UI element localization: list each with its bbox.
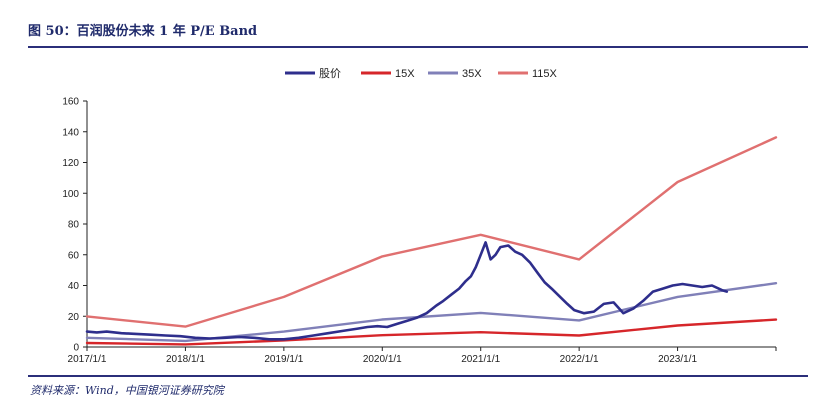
y-tick-label: 120 (62, 158, 79, 169)
x-axis: 2017/1/1 2018/1/1 2019/1/1 2020/1/1 2021/1/1… (68, 346, 777, 365)
x-tick-label: 2023/1/1 (658, 354, 697, 365)
series-line-股价 (85, 241, 729, 341)
legend-label: 15X (395, 68, 415, 80)
y-tick-label: 20 (68, 312, 80, 323)
y-tick-label: 60 (68, 250, 80, 261)
source-note: 资料来源：Wind，中国银河证券研究院 (30, 384, 224, 397)
series-group (85, 136, 778, 346)
legend-label: 35X (462, 68, 482, 80)
x-tick-label: 2020/1/1 (363, 354, 402, 365)
x-tick-label: 2019/1/1 (264, 354, 303, 365)
series-line-115X (85, 136, 778, 328)
y-tick-label: 40 (68, 281, 80, 292)
x-tick-label: 2017/1/1 (68, 354, 107, 365)
source-divider (28, 375, 808, 377)
legend: 股价 15X 35X 115X (285, 67, 558, 80)
y-tick-label: 80 (68, 220, 80, 231)
chart-title: 图 50：百润股份未来 1 年 P/E Band (28, 24, 258, 39)
y-tick-label: 0 (73, 343, 79, 354)
y-axis: 0 20 40 60 80 100 120 140 160 (62, 97, 88, 354)
title-divider (28, 46, 808, 48)
x-tick-label: 2021/1/1 (461, 354, 500, 365)
y-tick-label: 140 (62, 127, 79, 138)
legend-label: 115X (532, 68, 558, 80)
y-tick-label: 160 (62, 97, 79, 108)
x-tick-label: 2022/1/1 (560, 354, 599, 365)
x-tick-label: 2018/1/1 (166, 354, 205, 365)
series-line-35X (85, 282, 778, 343)
series-line-15X (85, 318, 778, 346)
legend-label: 股价 (319, 67, 341, 80)
y-tick-label: 100 (62, 189, 79, 200)
